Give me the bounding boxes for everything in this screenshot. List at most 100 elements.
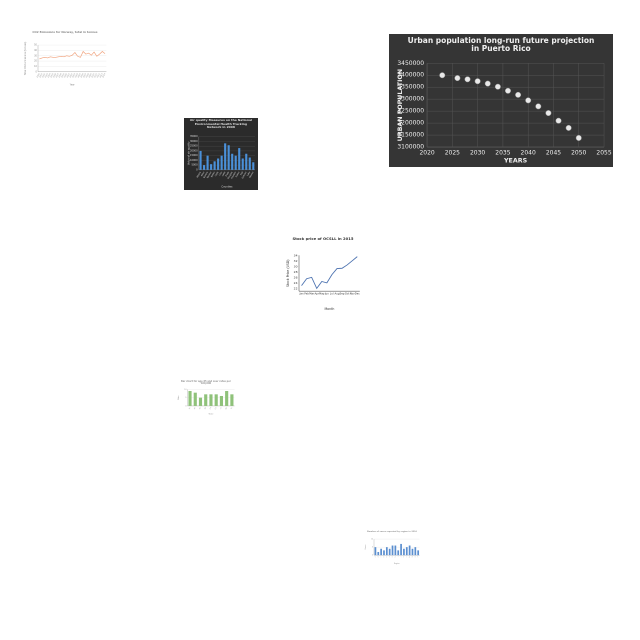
x-tick-label: 2055 bbox=[596, 150, 611, 157]
x-tick-label: Adams bbox=[196, 171, 202, 179]
y-tick-label: 22 bbox=[294, 286, 298, 290]
x-tick-label: 2012 bbox=[97, 73, 101, 78]
bar bbox=[198, 397, 203, 406]
x-tick-label: Allen bbox=[200, 170, 205, 176]
point bbox=[505, 87, 511, 94]
x-tick-label: 2006 bbox=[80, 73, 85, 79]
x-tick-label: Fulton bbox=[235, 170, 241, 178]
bar bbox=[220, 155, 223, 170]
y-tick-label: 5000 bbox=[192, 164, 199, 167]
x-tick-label: 2008 bbox=[86, 73, 91, 79]
x-tick-label: M bbox=[409, 556, 412, 559]
x-tick-label: CT bbox=[220, 407, 223, 410]
x-tick-label: DE bbox=[225, 407, 228, 410]
x-tick-label: 2014 bbox=[102, 73, 107, 79]
x-tick-label: 1996 bbox=[53, 73, 58, 79]
chart-title: Air quality Measures on the National Env… bbox=[189, 118, 253, 130]
x-tick-label: Oct bbox=[345, 292, 349, 296]
line bbox=[301, 256, 358, 290]
x-tick-label: Jan bbox=[299, 292, 304, 296]
x-tick-label: N bbox=[412, 556, 414, 558]
y-tick-label: 30000 bbox=[190, 140, 198, 143]
y-tick-label: 3400000 bbox=[397, 72, 424, 79]
bar bbox=[252, 162, 255, 170]
x-tick-label: O bbox=[414, 556, 416, 558]
x-axis-label: Year bbox=[70, 84, 75, 87]
point bbox=[474, 78, 481, 85]
y-tick-label: 3350000 bbox=[397, 84, 424, 91]
bar bbox=[380, 548, 382, 556]
bar bbox=[411, 548, 414, 556]
point bbox=[464, 76, 471, 83]
y-tick-label: 40 bbox=[34, 49, 37, 52]
point bbox=[454, 75, 461, 82]
x-tick-label: Mar bbox=[309, 292, 315, 296]
x-tick-label: 2010 bbox=[91, 73, 96, 79]
y-tick-label: 26 bbox=[294, 275, 298, 279]
x-axis-label: YEARS bbox=[503, 157, 528, 164]
y-tick-label: 30 bbox=[34, 54, 37, 57]
x-tick-label: CA bbox=[209, 406, 213, 410]
y-axis-label: Total CO2 emissions (tonnes) bbox=[24, 42, 27, 76]
x-tick-label: A bbox=[374, 556, 377, 558]
y-tick-label: 35000 bbox=[190, 135, 198, 138]
x-tick-label: D bbox=[383, 556, 385, 558]
x-tick-label: AR bbox=[203, 406, 207, 410]
bar bbox=[203, 165, 206, 170]
x-tick-label: 2004 bbox=[75, 73, 80, 79]
x-tick-label: 1998 bbox=[58, 73, 63, 79]
bar bbox=[245, 153, 248, 170]
x-tick-label: Aug bbox=[335, 292, 340, 296]
y-axis-label: Value of air quality bbox=[186, 141, 190, 165]
line bbox=[39, 50, 106, 60]
x-tick-label: 2050 bbox=[571, 150, 586, 157]
chart: 3100000 3150000 3200000 3250000 3300000 33500… bbox=[389, 34, 613, 167]
x-tick-label: 2003 bbox=[72, 73, 77, 79]
x-tick-label: J bbox=[400, 556, 403, 559]
y-tick-label: 50 bbox=[34, 44, 37, 47]
point bbox=[565, 124, 572, 131]
x-tick-label: 2020 bbox=[419, 150, 434, 157]
x-tick-label: Feb bbox=[304, 292, 309, 296]
y-tick-label: 3300000 bbox=[397, 96, 424, 103]
x-tick-label: Cobb bbox=[222, 171, 227, 177]
bar bbox=[213, 161, 216, 170]
x-tick-label: F bbox=[389, 556, 391, 558]
chart-background bbox=[20, 30, 110, 88]
x-tick-label: 2035 bbox=[495, 150, 510, 157]
x-tick-label: Lake bbox=[247, 171, 251, 177]
point bbox=[525, 97, 532, 104]
x-tick-label: AK bbox=[193, 406, 197, 410]
x-tick-label: 2011 bbox=[94, 73, 99, 79]
x-tick-label: Dec bbox=[355, 292, 361, 296]
x-tick-label: 2040 bbox=[521, 150, 536, 157]
x-tick-label: E bbox=[386, 556, 388, 558]
point bbox=[545, 110, 552, 117]
x-tick-label: L bbox=[406, 556, 408, 558]
y-tick-label: 10000 bbox=[190, 159, 198, 162]
chart-title: Stock price of OCSLL in 2015 bbox=[292, 236, 354, 241]
chart: 0 5 10 Rate State AL AK AZ AR CA CO CT DE FL bbox=[175, 380, 237, 416]
bar bbox=[204, 394, 208, 406]
y-tick-label: 3150000 bbox=[397, 132, 424, 139]
y-axis-label: Rate bbox=[177, 395, 180, 400]
y-tick-label: 3250000 bbox=[397, 108, 424, 115]
bar bbox=[388, 548, 391, 556]
y-tick-label: 34 bbox=[294, 253, 298, 257]
x-tick-label: H bbox=[394, 556, 396, 558]
x-tick-label: 2000 bbox=[64, 73, 69, 79]
bar bbox=[238, 148, 241, 170]
x-axis-label: Month bbox=[324, 307, 334, 311]
chart: 0 10 20 30 40 50 Total CO2 emissions (tonnes) Y… bbox=[20, 30, 110, 88]
x-tick-label: CO bbox=[215, 406, 218, 410]
x-tick-label: 1992 bbox=[42, 73, 46, 78]
x-tick-label: 1993 bbox=[45, 73, 50, 79]
x-tick-label: Sep bbox=[340, 292, 345, 296]
point bbox=[535, 103, 542, 110]
y-tick-label: 15000 bbox=[190, 154, 198, 157]
point bbox=[515, 91, 522, 98]
